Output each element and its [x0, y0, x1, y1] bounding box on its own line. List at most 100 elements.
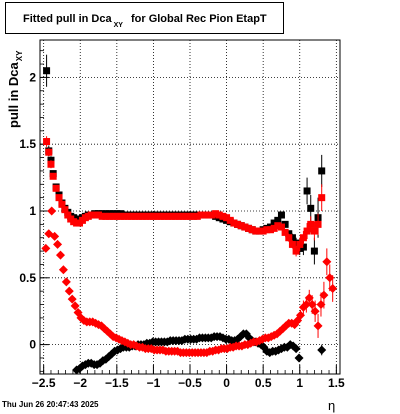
- data-point-square: [296, 240, 304, 248]
- data-point-square: [164, 212, 172, 220]
- data-point-square: [102, 212, 110, 220]
- data-point-diamond: [61, 277, 71, 287]
- plot-title-main: Fitted pull in Dca: [23, 13, 112, 25]
- data-point-square: [204, 211, 212, 219]
- data-point-diamond: [53, 239, 63, 249]
- data-point-square: [186, 212, 194, 220]
- title-box: Fitted pull in DcaXY for Global Rec Pion …: [5, 2, 284, 34]
- data-point-square: [241, 223, 249, 231]
- plot-title-subscript: XY: [113, 22, 123, 29]
- data-point-square: [157, 212, 165, 220]
- data-point-square: [303, 227, 311, 235]
- data-point-square: [252, 227, 260, 235]
- data-point-square: [219, 212, 227, 220]
- data-point-square: [168, 212, 176, 220]
- data-point-square: [277, 211, 285, 219]
- data-point-square: [292, 239, 300, 247]
- data-point-square: [171, 212, 179, 220]
- data-point-square: [245, 224, 253, 232]
- data-point-square: [95, 211, 103, 219]
- data-point-square: [318, 167, 326, 175]
- data-point-diamond: [310, 306, 320, 316]
- data-point-square: [208, 211, 216, 219]
- data-point-diamond: [322, 257, 332, 267]
- data-point-square: [113, 212, 121, 220]
- data-point-square: [45, 148, 53, 156]
- data-point-square: [138, 212, 146, 220]
- data-point-square: [270, 224, 278, 232]
- data-point-square: [182, 212, 190, 220]
- x-tick-label: 1: [296, 376, 303, 390]
- data-point-diamond: [307, 300, 317, 310]
- data-point-diamond: [58, 265, 68, 275]
- data-point-square: [193, 212, 201, 220]
- data-point-square: [303, 187, 311, 195]
- data-point-diamond: [313, 321, 323, 331]
- data-point-square: [270, 219, 278, 227]
- data-point-square: [237, 222, 245, 230]
- data-point-square: [135, 212, 143, 220]
- data-point-square: [299, 234, 307, 242]
- y-tick-label: 0: [29, 338, 36, 352]
- data-point-square: [47, 160, 55, 168]
- data-point-square: [131, 212, 139, 220]
- data-point-square: [55, 194, 63, 202]
- x-tick-label: 0.5: [255, 376, 272, 390]
- data-point-square: [64, 211, 72, 219]
- data-point-square: [43, 138, 51, 146]
- data-point-diamond: [328, 283, 338, 293]
- data-point-diamond: [67, 294, 77, 304]
- data-point-square: [248, 226, 256, 234]
- data-point-square: [259, 227, 267, 235]
- x-tick-label: 0: [223, 376, 230, 390]
- data-point-diamond: [55, 250, 65, 260]
- data-point-square: [190, 212, 198, 220]
- data-point-square: [61, 206, 69, 214]
- data-point-square: [52, 184, 60, 192]
- data-point-square: [256, 227, 264, 235]
- y-tick-label: 1: [29, 204, 36, 218]
- data-point-square: [307, 220, 315, 228]
- series-red-mean: [41, 206, 338, 358]
- x-tick-label: 1.5: [328, 376, 345, 390]
- data-point-square: [146, 212, 154, 220]
- data-point-diamond: [41, 243, 51, 253]
- y-axis-label: pull in DcaXY: [6, 51, 24, 128]
- x-tick-label: −0.5: [178, 376, 202, 390]
- data-point-diamond: [50, 231, 60, 241]
- data-point-square: [307, 204, 315, 212]
- timestamp: Thu Jun 26 20:47:43 2025: [2, 400, 99, 409]
- data-point-square: [91, 211, 99, 219]
- series-red-sigma: [43, 136, 326, 257]
- data-point-square: [234, 220, 242, 228]
- data-point-square: [116, 212, 124, 220]
- data-point-square: [142, 212, 150, 220]
- data-point-square: [310, 227, 318, 235]
- data-point-square: [274, 216, 282, 224]
- data-point-square: [109, 212, 117, 220]
- data-point-square: [160, 212, 168, 220]
- data-point-square: [106, 212, 114, 220]
- data-point-diamond: [304, 293, 314, 303]
- data-point-square: [263, 226, 271, 234]
- data-point-diamond: [316, 300, 326, 310]
- x-tick-label: −2.5: [32, 376, 56, 390]
- data-point-diamond: [47, 206, 57, 216]
- data-point-square: [149, 212, 157, 220]
- x-axis-label: η: [328, 398, 336, 413]
- data-point-square: [127, 212, 135, 220]
- data-point-square: [120, 212, 128, 220]
- data-point-square: [314, 220, 322, 228]
- data-point-square: [226, 216, 234, 224]
- data-point-diamond: [325, 273, 335, 283]
- data-point-square: [98, 212, 106, 220]
- axes: −2.5 −2 −1.5 −1 −0.5 0 0.5 1 1.5 0 0.5 1 1.5 2: [19, 50, 345, 390]
- data-series: [41, 54, 338, 374]
- y-tick-label: 2: [29, 70, 36, 84]
- data-point-square: [281, 228, 289, 236]
- plot-title: Fitted pull in DcaXY for Global Rec Pion …: [23, 13, 267, 29]
- data-point-square: [277, 223, 285, 231]
- data-point-square: [197, 211, 205, 219]
- data-point-square: [58, 200, 66, 208]
